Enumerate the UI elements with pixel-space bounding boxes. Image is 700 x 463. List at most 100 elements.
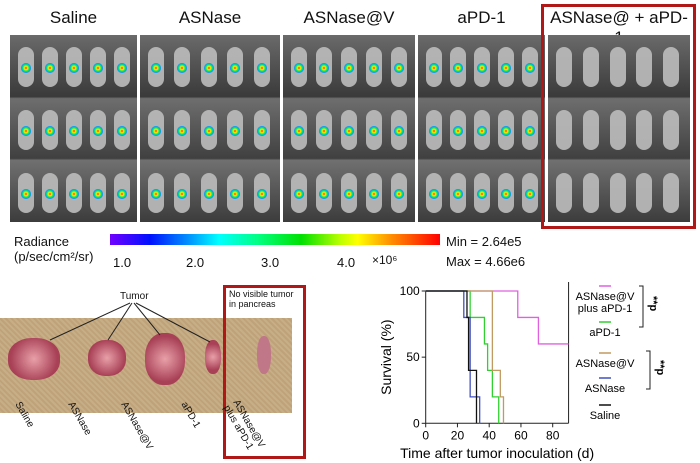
signal-blob [203,189,214,199]
signal-blob [318,126,329,136]
bioluminescence-panel [283,35,415,222]
mouse [663,47,680,87]
signal-blob [429,126,439,136]
legend-entry: Saline [590,410,621,422]
x-tick-label: 40 [483,428,497,442]
signal-blob [452,63,463,73]
tumor-sample [88,340,126,376]
signal-blob [151,126,161,136]
signal-blob [92,63,103,73]
signal-blob [68,126,79,136]
signal-blob [177,63,188,73]
mouse [582,110,599,150]
signal-blob [429,189,439,199]
signal-blob [230,189,241,199]
colorbar-multiplier: ×10⁶ [372,253,398,267]
colorbar-min: Min = 2.64e5 [446,234,522,249]
bioluminescence-panel [140,35,280,222]
signal-blob [68,189,79,199]
signal-blob [294,63,304,73]
signal-blob [500,63,511,73]
signal-blob [500,126,511,136]
no-tumor-label: No visible tumor in pancreas [229,289,294,309]
signal-blob [92,126,103,136]
signal-blob [21,126,31,136]
colorbar-title: Radiance [14,234,69,249]
tumor-photo [0,318,292,413]
signal-blob [318,189,329,199]
mouse [636,110,653,150]
signal-blob [294,126,304,136]
x-tick-label: 80 [546,428,560,442]
signal-blob [343,63,354,73]
mouse [556,173,572,213]
survival-curve [425,290,569,345]
legend-entry: ASNase@V [576,358,636,370]
signal-blob [116,189,127,199]
signal-blob [393,189,404,199]
survival-curve [425,290,481,424]
x-tick-label: 60 [514,428,528,442]
y-tick-label: 0 [413,416,420,430]
x-tick-label: 0 [422,428,429,442]
signal-blob [524,126,535,136]
group-header: ASNase [178,8,242,27]
y-tick-label: 100 [400,284,420,298]
signal-blob [343,189,354,199]
mouse [663,110,680,150]
signal-blob [203,63,214,73]
colorbar-label: Radiance (p/sec/cm²/sr) [14,234,93,264]
survival-curve [425,290,500,424]
mouse [609,110,626,150]
signal-blob [116,63,127,73]
signal-blob [230,126,241,136]
signal-blob [452,189,463,199]
signal-blob [44,189,55,199]
signal-blob [318,63,329,73]
group-header: ASNase@V [303,8,395,27]
signal-blob [429,63,439,73]
signal-blob [68,63,79,73]
tumor-label: Tumor [120,291,149,302]
signal-blob [44,63,55,73]
tumor-sample [8,338,60,380]
signal-blob [476,63,487,73]
bioluminescence-panel [10,35,137,222]
x-axis-label: Time after tumor inoculation (d) [400,445,594,461]
group-header: Saline [49,8,98,27]
mouse [636,173,653,213]
signal-blob [368,126,379,136]
signal-blob [294,189,304,199]
signal-blob [393,126,404,136]
colorbar-tick: 3.0 [261,255,280,270]
signal-blob [343,126,354,136]
significance-bracket [646,350,651,390]
mouse [609,173,626,213]
signal-blob [452,126,463,136]
signal-blob [368,63,379,73]
signal-blob [230,63,241,73]
mouse [663,173,680,213]
colorbar-tick: 1.0 [113,255,132,270]
y-tick-label: 50 [406,350,420,364]
signal-blob [151,63,161,73]
signal-blob [44,126,55,136]
signal-blob [524,189,535,199]
mouse [636,47,653,87]
colorbar-units: (p/sec/cm²/sr) [14,249,94,264]
signal-blob [203,126,214,136]
colorbar-tick: 2.0 [186,255,205,270]
colorbar-tick: 4.0 [337,255,356,270]
significance-label: **p [647,296,659,312]
significance-bracket [639,285,644,328]
signal-blob [177,126,188,136]
legend-entry: ASNase [585,383,625,395]
x-tick-label: 20 [451,428,465,442]
signal-blob [116,126,127,136]
tumor-sample [205,340,221,374]
mouse [609,47,626,87]
bioluminescence-panel [418,35,545,222]
signal-blob [21,189,31,199]
mouse [556,47,572,87]
signal-blob [151,189,161,199]
